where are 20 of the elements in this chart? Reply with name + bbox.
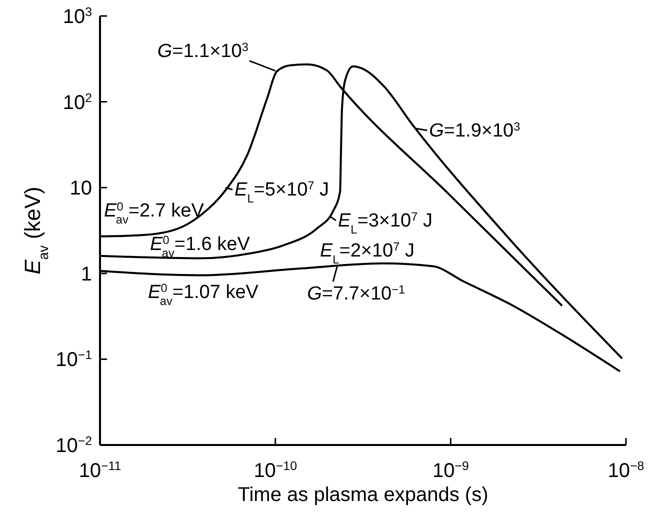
x-axis-title: Time as plasma expands (s) [238, 484, 488, 506]
annotation: E$_{L}$=3×10$^{7}$ J [338, 210, 432, 236]
x-tick-label: 10$^{−9}$ [432, 459, 469, 482]
y-tick-label: 10$^{−2}$ [56, 434, 92, 457]
annotation: G=1.1×10$^{3}$ [157, 40, 249, 62]
annotation: E$^{0}$$_{av}$=2.7 keV [104, 200, 204, 226]
x-tick-label: 10$^{−10}$ [254, 459, 298, 482]
y-tick-label: 10 [70, 178, 92, 200]
y-tick-label: 10$^{−1}$ [56, 348, 92, 372]
annotation: E$^{0}$$_{av}$=1.6 keV [150, 233, 250, 260]
y-tick-label: 10$^{2}$ [62, 90, 92, 114]
y-tick-label: 1 [80, 263, 92, 286]
annotation: G=7.7×10$^{−1}$ [307, 283, 406, 305]
y-tick-label: 10$^{3}$ [62, 5, 92, 28]
annotation: E$_{L}$=2×10$^{7}$ J [320, 240, 414, 266]
annotation: E$^{0}$$_{av}$=1.07 keV [148, 281, 259, 308]
x-tick-label: 10$^{−11}$ [78, 459, 122, 482]
x-tick-label: 10$^{−8}$ [608, 459, 644, 482]
annotation: G=1.9×10$^{3}$ [429, 120, 521, 142]
annotation: E$_{L}$=5×10$^{7}$ J [234, 179, 330, 206]
